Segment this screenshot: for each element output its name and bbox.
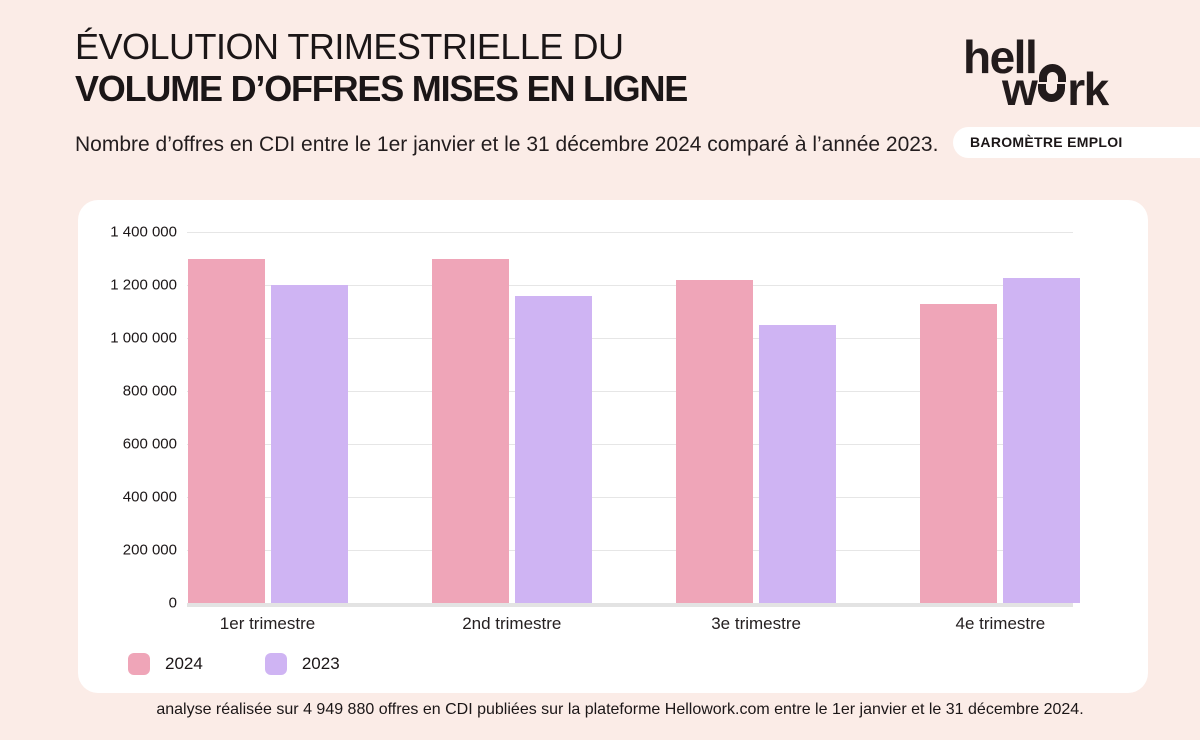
- gridline: [187, 497, 1073, 498]
- logo-line1: hell: [963, 30, 1067, 84]
- legend-label-2023: 2023: [301, 654, 340, 673]
- x-axis-label: 4e trimestre: [955, 614, 1046, 633]
- logo-text-hell: hell: [963, 31, 1038, 83]
- gridline: [187, 603, 1073, 607]
- x-axis-label: 1er trimestre: [219, 614, 316, 633]
- y-tick-label: 1 000 000: [110, 329, 177, 347]
- legend-swatch-2024: [128, 653, 150, 675]
- gridline: [187, 338, 1073, 339]
- gridline: [187, 550, 1073, 551]
- logo-arch-o-icon: [1039, 64, 1067, 82]
- chart-legend: 2024 2023: [128, 653, 340, 675]
- hellowork-logo: hell w rk: [958, 31, 1143, 121]
- legend-item-2023: 2023: [264, 653, 340, 675]
- bar-2024-q3: [676, 279, 754, 603]
- gridline: [187, 444, 1073, 445]
- bar-2023-q3: [759, 324, 837, 603]
- legend-item-2024: 2024: [128, 653, 203, 675]
- y-tick-label: 1 200 000: [110, 276, 177, 294]
- x-axis-label: 2nd trimestre: [462, 614, 562, 633]
- bar-2023-q2: [514, 295, 592, 603]
- gridline: [187, 285, 1073, 286]
- y-tick-label: 800 000: [122, 382, 177, 400]
- bar-2024-q1: [187, 258, 265, 603]
- gridline: [187, 391, 1073, 392]
- bar-chart: 1 400 000 1 200 000 1 000 000 800 000 600 00…: [110, 224, 1081, 633]
- logo-text-w: w: [1002, 63, 1038, 115]
- bar-2023-q4: [1003, 278, 1081, 603]
- y-tick-label: 400 000: [122, 488, 177, 506]
- gridline: [187, 232, 1073, 233]
- logo-bowl-o-icon: [1038, 84, 1066, 102]
- chart-card: 1 400 000 1 200 000 1 000 000 800 000 600 00…: [78, 200, 1148, 693]
- page-title-line2: VOLUME D’OFFRES MISES EN LIGNE: [75, 68, 688, 109]
- bar-2023-q1: [270, 285, 348, 603]
- badge-barometre-emploi: BAROMÈTRE EMPLOI: [953, 127, 1200, 158]
- bar-2024-q4: [920, 303, 998, 603]
- footnote: analyse réalisée sur 4 949 880 offres en…: [156, 701, 1084, 718]
- page-subtitle: Nombre d’offres en CDI entre le 1er janv…: [75, 133, 939, 156]
- bar-2024-q2: [431, 258, 509, 603]
- page-title: ÉVOLUTION TRIMESTRIELLE DU VOLUME D’OFFR…: [75, 26, 688, 110]
- y-tick-label: 200 000: [122, 541, 177, 559]
- y-tick-label: 1 400 000: [110, 223, 177, 241]
- x-axis-label: 3e trimestre: [711, 614, 801, 633]
- logo-line2: w rk: [1002, 62, 1109, 116]
- legend-label-2024: 2024: [165, 654, 203, 673]
- page-title-line1: ÉVOLUTION TRIMESTRIELLE DU: [75, 26, 624, 67]
- y-tick-label: 0: [168, 594, 177, 612]
- y-tick-label: 600 000: [122, 435, 177, 453]
- logo-text-rk: rk: [1067, 63, 1109, 115]
- legend-swatch-2023: [264, 653, 287, 675]
